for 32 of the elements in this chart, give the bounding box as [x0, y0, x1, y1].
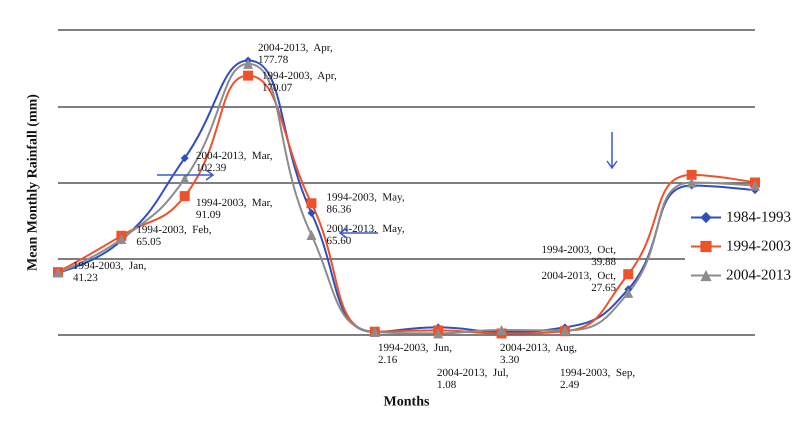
- point: [750, 180, 760, 191]
- data-label: 1994-2003, Oct, 39.88: [541, 244, 616, 268]
- data-label: 2004-2013, Apr, 177.78: [258, 42, 333, 66]
- data-label: 1994-2003, Jun, 2.16: [378, 342, 452, 366]
- point: [623, 288, 634, 298]
- point: [496, 324, 507, 335]
- data-label: 1994-2003, May, 86.36: [326, 191, 405, 216]
- point: [306, 198, 316, 208]
- data-label: 1994-2003, Feb, 65.05: [136, 224, 212, 248]
- legend-label: 2004-2013: [726, 268, 792, 284]
- legend-label: 1994-2003: [726, 238, 792, 254]
- data-label: 2004-2013, May, 65.60: [326, 222, 405, 247]
- point: [623, 269, 634, 280]
- legend-label: 1984-1993: [726, 210, 792, 226]
- point: [180, 174, 190, 184]
- point: [180, 191, 190, 202]
- point: [180, 154, 189, 162]
- data-label: 1994-2003, Jan, 41.23: [73, 260, 147, 284]
- point: [243, 58, 254, 69]
- point: [116, 234, 126, 244]
- point: [306, 230, 316, 240]
- point: [686, 170, 697, 180]
- point: [243, 70, 254, 81]
- point: [433, 328, 444, 338]
- y-axis-title: Mean Monthly Rainfall (mm): [26, 94, 40, 271]
- x-axis-title: Months: [384, 394, 430, 410]
- data-label: 1994-2003, Mar, 91.09: [196, 197, 273, 221]
- data-label: 2004-2013, Aug, 3.30: [500, 342, 578, 366]
- point: [307, 209, 316, 217]
- data-label: 2004-2013, Jul, 1.08: [437, 367, 509, 391]
- data-label: 2004-2013, Oct, 27.65: [541, 270, 616, 294]
- data-label: 1994-2003, Sep, 2.49: [560, 367, 636, 391]
